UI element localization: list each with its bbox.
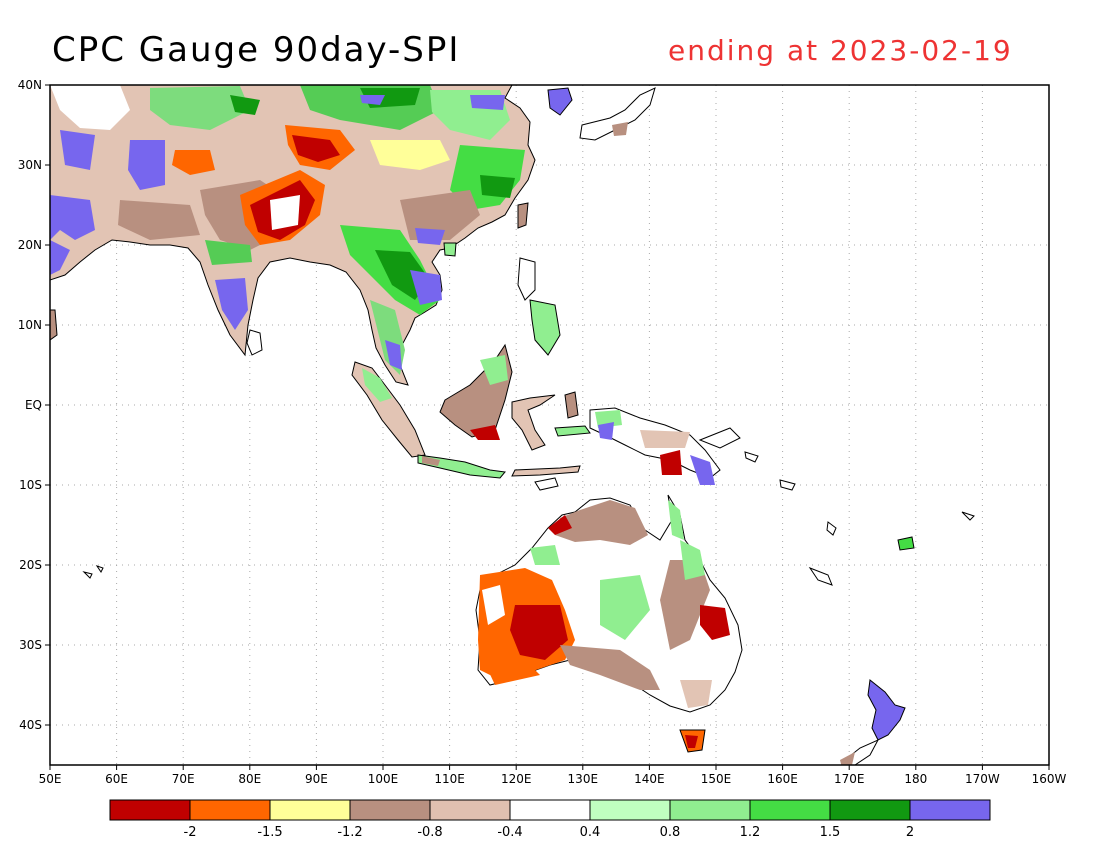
asia-landmass [50, 85, 536, 386]
maluku [564, 391, 579, 419]
legend-label: 1.5 [820, 825, 841, 840]
spi-legend: -2 -1.5 -1.2 -0.8 -0.4 0.4 0.8 1.2 1.5 2 [109, 799, 991, 840]
lon-tick-label: 130E [568, 772, 599, 786]
pacific-islands [82, 451, 975, 586]
lon-tick-label: 50E [39, 772, 62, 786]
legend-swatch [189, 799, 271, 821]
legend-label: -0.8 [417, 825, 442, 840]
lat-tick-label: 40N [18, 78, 42, 92]
sumatra [351, 361, 426, 458]
lon-tick-label: 160E [767, 772, 798, 786]
new-zealand [840, 679, 906, 765]
lat-tick-label: EQ [25, 398, 42, 412]
legend-label: 0.8 [660, 825, 681, 840]
sulawesi [511, 394, 556, 451]
legend-label: -2 [184, 825, 197, 840]
lon-tick-label: 60E [105, 772, 128, 786]
lat-tick-label: 40S [19, 718, 42, 732]
legend-swatch [829, 799, 911, 821]
map-title: CPC Gauge 90day-SPI [52, 30, 461, 70]
lat-tick-label: 20S [19, 558, 42, 572]
japan-korea [547, 87, 656, 141]
lon-tick-label: 150E [701, 772, 732, 786]
legend-label: 0.4 [580, 825, 601, 840]
taiwan [517, 202, 529, 229]
land-layer [50, 85, 975, 765]
legend-label: -1.5 [257, 825, 282, 840]
lon-tick-label: 160W [1032, 772, 1067, 786]
lat-tick-label: 20N [18, 238, 42, 252]
arabian-edge [50, 309, 58, 341]
longitude-labels: 50E 60E 70E 80E 90E 100E 110E 120E 130E 140E 150E 1… [39, 765, 1067, 786]
lat-tick-label: 30N [18, 158, 42, 172]
lon-tick-label: 90E [305, 772, 328, 786]
australia [475, 494, 743, 713]
legend-swatch [749, 799, 831, 821]
lat-tick-label: 30S [19, 638, 42, 652]
lat-tick-label: 10S [19, 478, 42, 492]
sri-lanka [246, 329, 263, 356]
lon-tick-label: 110E [434, 772, 465, 786]
legend-swatch [909, 799, 991, 821]
lon-tick-label: 170E [834, 772, 865, 786]
hainan [443, 242, 457, 257]
lon-tick-label: 80E [238, 772, 261, 786]
legend-label: -0.4 [497, 825, 522, 840]
legend-label: 2 [906, 825, 914, 840]
legend-label: 1.2 [740, 825, 761, 840]
lesser-sunda [511, 465, 581, 477]
philippines [517, 257, 561, 356]
legend-swatch [349, 799, 431, 821]
map-frame [49, 84, 1050, 766]
legend-swatch [109, 799, 191, 821]
legend-swatch [669, 799, 751, 821]
lon-tick-label: 100E [368, 772, 399, 786]
map-subtitle: ending at 2023-02-19 [668, 34, 1013, 67]
legend-label: -1.2 [337, 825, 362, 840]
lat-tick-label: 10N [18, 318, 42, 332]
legend-swatch [589, 799, 671, 821]
legend-swatch [269, 799, 351, 821]
lon-tick-label: 70E [172, 772, 195, 786]
latitude-labels: 40N 30N 20N 10N EQ 10S 20S 30S 40S [18, 78, 50, 732]
legend-swatch [509, 799, 591, 821]
lon-tick-label: 180 [904, 772, 927, 786]
legend-swatch [429, 799, 511, 821]
lon-tick-label: 170W [965, 772, 1000, 786]
lon-tick-label: 120E [501, 772, 532, 786]
lon-tick-label: 140E [634, 772, 665, 786]
